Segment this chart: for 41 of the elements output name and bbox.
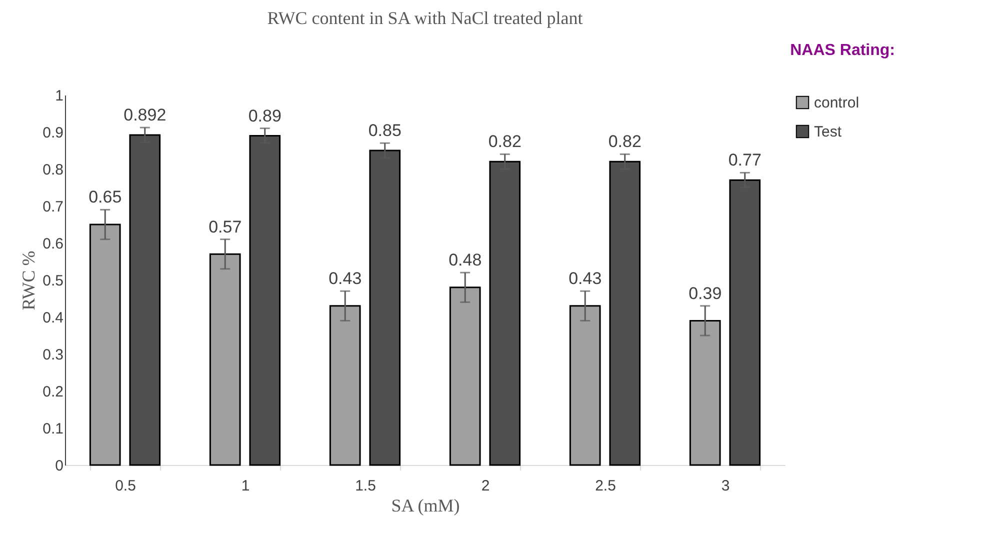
- bar: [689, 320, 721, 466]
- bar: [449, 286, 481, 466]
- data-label: 0.65: [88, 188, 122, 207]
- data-label: 0.77: [728, 150, 762, 170]
- x-axis-title: SA (mM): [391, 496, 460, 516]
- y-tick-label: 0.2: [42, 384, 64, 400]
- data-label: 0.39: [688, 284, 722, 303]
- data-label: 0.57: [208, 217, 242, 236]
- y-tick-label: 0.4: [42, 310, 64, 326]
- x-tick-label: 1.5: [355, 478, 376, 494]
- data-label: 0.85: [368, 121, 402, 140]
- y-tick-label: 0.7: [42, 198, 64, 216]
- chart-title: RWC content in SA with NaCl treated plant: [267, 8, 583, 28]
- data-label: 0.43: [568, 269, 602, 288]
- y-tick-label: 0: [55, 458, 64, 474]
- bar: [209, 253, 241, 466]
- x-tick-label: 0.5: [115, 478, 136, 494]
- data-label: 0.82: [488, 132, 522, 152]
- y-tick-label: 0.1: [42, 420, 64, 438]
- bar: [329, 305, 361, 466]
- y-tick-label: 0.9: [42, 124, 64, 142]
- y-tick-label: 0.3: [42, 346, 64, 364]
- data-label: 0.48: [448, 250, 482, 270]
- data-label: 0.43: [328, 269, 362, 288]
- y-tick-label: 0.6: [42, 236, 64, 252]
- data-label: 0.892: [124, 106, 166, 125]
- data-label: 0.89: [248, 106, 282, 126]
- y-tick-label: 0.8: [42, 162, 64, 178]
- y-tick-label: 0.5: [42, 272, 64, 290]
- bar: [569, 305, 601, 466]
- x-tick-label: 1: [241, 478, 250, 494]
- x-tick-label: 2: [481, 478, 490, 494]
- legend-label: control: [814, 94, 860, 112]
- x-tick-label: 3: [721, 478, 730, 494]
- y-tick-label: 1: [55, 88, 64, 104]
- data-label: 0.82: [608, 132, 642, 152]
- y-axis-title: RWC %: [18, 250, 39, 310]
- x-tick-label: 2.5: [595, 478, 616, 494]
- text: NAAS Rating:: [790, 42, 895, 59]
- bar: [89, 224, 121, 466]
- legend-label: Test: [814, 124, 842, 140]
